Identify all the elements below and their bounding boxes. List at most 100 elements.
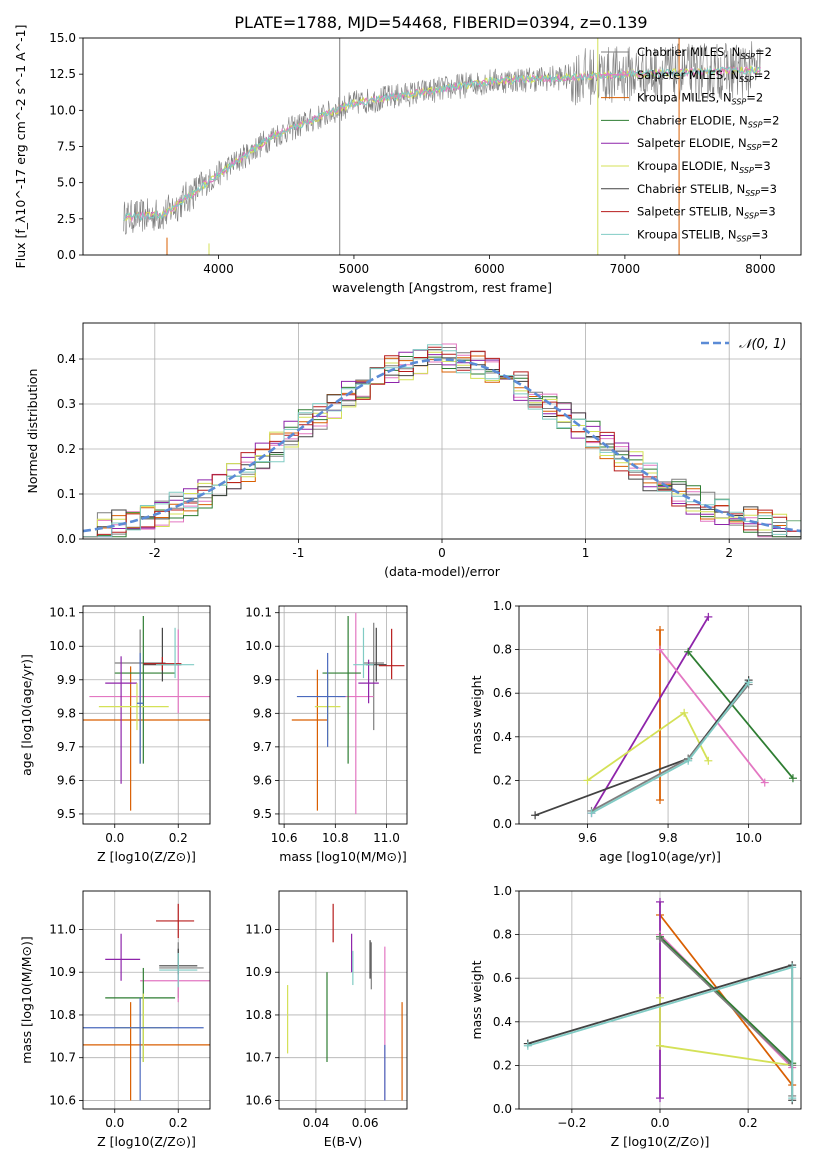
x-tick-label: 4000 xyxy=(203,262,234,276)
y-tick-label: 10.0 xyxy=(49,103,76,117)
y-tick-label: 10.6 xyxy=(245,1093,272,1107)
y-tick-label: 7.5 xyxy=(57,140,76,154)
x-tick-label: 0.2 xyxy=(169,1116,188,1130)
axes-frame xyxy=(278,890,408,1110)
panel-spectrum: 4000 5000 6000 7000 8000 0.0 2.5 5.0 7.5 10.0 12.5… xyxy=(13,25,802,295)
y-tick-label: 10.8 xyxy=(49,1008,76,1022)
y-tick-label: 0.6 xyxy=(493,686,512,700)
residuals-plot-area xyxy=(83,343,801,538)
axes-frame xyxy=(82,605,211,825)
y-tick-label: 10.1 xyxy=(245,606,272,620)
weight-line xyxy=(659,936,793,1064)
y-tick-label: 9.6 xyxy=(57,773,76,787)
y-axis-label: Flux [f_λ10^-17 erg cm^-2 s^-1 A^-1] xyxy=(13,25,28,269)
y-tick-label: 0.1 xyxy=(57,487,76,501)
y-tick-label: 0.0 xyxy=(493,817,512,831)
x-tick-label: 0.2 xyxy=(739,1116,758,1130)
axes-frame xyxy=(518,605,802,825)
panel-mass-vs-z: 0.0 0.2 10.6 10.7 10.8 10.9 11.0 Z [log10(Z/Z⊙)… xyxy=(19,890,211,1149)
weight-line xyxy=(591,683,750,812)
legend-entry: Salpeter STELIB, NSSP=3 xyxy=(637,205,776,221)
y-tick-label: 10.9 xyxy=(245,965,272,979)
x-axis-label: Z [log10(Z/Z⊙)] xyxy=(97,849,196,864)
x-tick-label: 0.04 xyxy=(303,1116,330,1130)
y-tick-label: 10.6 xyxy=(49,1093,76,1107)
y-tick-label: 0.0 xyxy=(493,1102,512,1116)
x-axis-label: Z [log10(Z/Z⊙)] xyxy=(97,1134,196,1149)
x-tick-label: 0.0 xyxy=(105,831,124,845)
y-tick-label: 0.4 xyxy=(57,352,76,366)
x-axis-label: (data-model)/error xyxy=(384,564,501,579)
x-tick-label: −0.2 xyxy=(557,1116,586,1130)
x-axis-label: E(B-V) xyxy=(324,1134,363,1149)
y-tick-label: 0.8 xyxy=(493,928,512,942)
x-tick-label: -1 xyxy=(292,546,304,560)
y-tick-label: 12.5 xyxy=(49,67,76,81)
y-tick-label: 9.8 xyxy=(57,706,76,720)
y-tick-label: 9.9 xyxy=(253,673,272,687)
x-tick-label: 8000 xyxy=(745,262,776,276)
y-tick-label: 1.0 xyxy=(493,599,512,613)
y-tick-label: 9.7 xyxy=(57,740,76,754)
y-tick-label: 10.7 xyxy=(49,1051,76,1065)
y-axis-label: age [log10(age/yr)] xyxy=(19,654,34,776)
legend-entry: Salpeter MILES, NSSP=2 xyxy=(637,68,771,84)
panel-plot-area xyxy=(291,612,405,814)
legend-entry: Chabrier MILES, NSSP=2 xyxy=(637,45,772,61)
x-tick-label: 0.06 xyxy=(352,1116,379,1130)
x-tick-label: -2 xyxy=(149,546,161,560)
x-tick-label: 5000 xyxy=(339,262,370,276)
y-tick-label: 2.5 xyxy=(57,212,76,226)
weight-line xyxy=(659,938,794,1096)
y-tick-label: 0.4 xyxy=(493,730,512,744)
axes-frame xyxy=(518,890,802,1110)
y-tick-label: 10.8 xyxy=(245,1008,272,1022)
panels-container: 4000 5000 6000 7000 80000.02.55.07.510.012.5… xyxy=(13,25,802,1149)
weight-line xyxy=(687,651,794,779)
y-tick-label: 9.7 xyxy=(253,740,272,754)
y-tick-label: 0.2 xyxy=(493,773,512,787)
legend-entry: Salpeter ELODIE, NSSP=2 xyxy=(637,136,778,152)
spectrum-model-line xyxy=(123,65,761,223)
x-axis-label: wavelength [Angstrom, rest frame] xyxy=(332,280,552,295)
y-tick-label: 0.6 xyxy=(493,971,512,985)
residual-histogram xyxy=(83,351,801,538)
y-tick-label: 0.3 xyxy=(57,397,76,411)
x-tick-label: 6000 xyxy=(474,262,505,276)
y-tick-label: 0.0 xyxy=(57,248,76,262)
y-axis-label: Normed distribution xyxy=(25,369,40,494)
y-tick-label: 5.0 xyxy=(57,176,76,190)
y-tick-label: 1.0 xyxy=(493,884,512,898)
panel-weight-vs-age: 9.6 9.8 10.0 0.0 0.2 0.4 0.6 0.8 1.0 age [log10(a… xyxy=(469,599,802,864)
x-tick-label: 11.0 xyxy=(373,831,400,845)
spectrum-model-line xyxy=(123,66,761,222)
panel-residuals: -2 -1 0 1 2 0.0 0.1 0.2 0.3 0.4 (data-model)/error… xyxy=(25,322,802,579)
residual-histogram xyxy=(83,344,801,538)
x-tick-label: 1 xyxy=(582,546,590,560)
weight-line xyxy=(586,711,710,782)
axes-frame xyxy=(278,605,408,825)
weight-line xyxy=(590,616,710,814)
panel-plot-area xyxy=(287,903,403,1101)
y-tick-label: 9.5 xyxy=(57,807,76,821)
y-tick-label: 10.1 xyxy=(49,606,76,620)
spectrum-plot-area xyxy=(123,38,761,255)
weight-line xyxy=(591,681,750,814)
axes-frame xyxy=(82,322,802,540)
x-tick-label: 9.6 xyxy=(578,831,597,845)
residual-histogram xyxy=(83,346,801,538)
y-tick-label: 9.9 xyxy=(57,673,76,687)
weight-line xyxy=(659,649,766,784)
x-tick-label: 0 xyxy=(438,546,446,560)
y-tick-label: 0.2 xyxy=(57,442,76,456)
y-axis-label: mass weight xyxy=(469,675,484,754)
legend-entry: Chabrier STELIB, NSSP=3 xyxy=(637,182,777,198)
x-tick-label: 10.6 xyxy=(271,831,298,845)
panel-age-vs-z: 0.0 0.2 9.5 9.6 9.7 9.8 9.9 10.0 10.1 Z [log10(Z/… xyxy=(19,605,211,864)
y-tick-label: 9.8 xyxy=(253,706,272,720)
y-tick-label: 11.0 xyxy=(245,922,272,936)
y-tick-label: 9.5 xyxy=(253,807,272,821)
x-tick-label: 9.8 xyxy=(659,831,678,845)
y-tick-label: 0.0 xyxy=(57,532,76,546)
x-tick-label: 0.0 xyxy=(105,1116,124,1130)
